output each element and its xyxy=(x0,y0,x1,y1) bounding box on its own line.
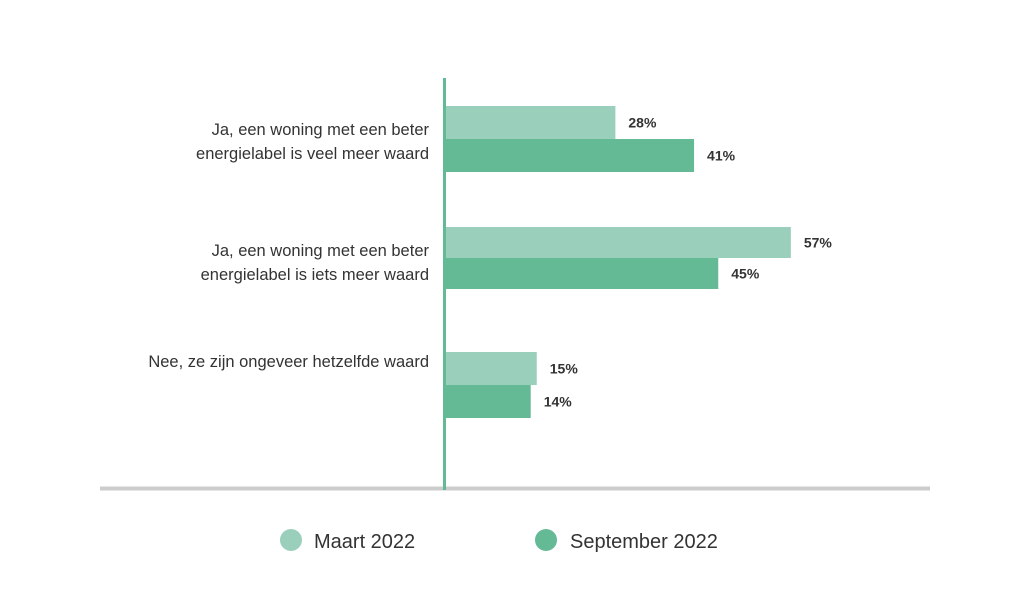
value-label-series1-cat3: 15% xyxy=(550,361,579,377)
legend-label-1: Maart 2022 xyxy=(314,531,415,553)
bars-layer xyxy=(446,106,791,418)
bar-series2-cat1 xyxy=(446,139,695,172)
value-label-series1-cat2: 57% xyxy=(804,235,833,251)
legend: Maart 2022 September 2022 xyxy=(280,529,718,553)
labels-layer: Ja, een woning met een beter energielabel… xyxy=(148,115,832,410)
value-label-series2-cat3: 14% xyxy=(544,394,573,410)
value-label-series2-cat1: 41% xyxy=(707,148,736,164)
category-label-2-line-1: Ja, een woning met een beter xyxy=(212,242,430,260)
bar-series1-cat1 xyxy=(446,106,616,139)
value-label-series1-cat1: 28% xyxy=(628,115,657,131)
bar-series2-cat2 xyxy=(446,258,719,289)
bar-series2-cat3 xyxy=(446,385,531,418)
category-label-3-line-1: Nee, ze zijn ongeveer hetzelfde waard xyxy=(148,353,429,371)
legend-label-2: September 2022 xyxy=(570,531,718,553)
category-label-1-line-2: energielabel is veel meer waard xyxy=(196,145,429,163)
category-label-1-line-1: Ja, een woning met een beter xyxy=(212,121,430,139)
category-label-2-line-2: energielabel is iets meer waard xyxy=(201,266,429,284)
legend-swatch-2 xyxy=(535,529,557,551)
value-label-series2-cat2: 45% xyxy=(731,266,760,282)
bar-series1-cat2 xyxy=(446,227,791,258)
bar-series1-cat3 xyxy=(446,352,537,385)
legend-swatch-1 xyxy=(280,529,302,551)
